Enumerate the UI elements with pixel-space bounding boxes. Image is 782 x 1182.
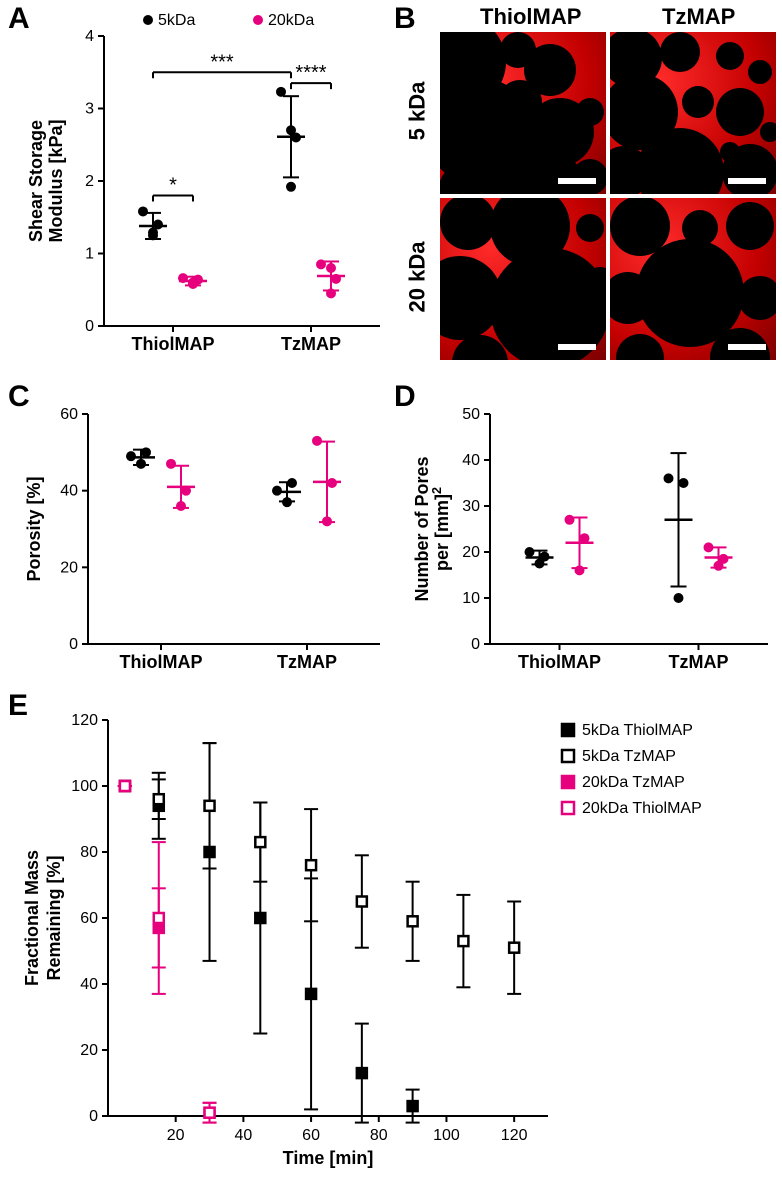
scalebar [558, 178, 596, 184]
svg-text:ThiolMAP: ThiolMAP [132, 334, 215, 354]
svg-text:0: 0 [471, 636, 480, 653]
svg-text:60: 60 [302, 1127, 320, 1144]
svg-text:60: 60 [80, 910, 98, 927]
pore-bubble [726, 202, 774, 250]
svg-text:20: 20 [80, 1042, 98, 1059]
svg-text:5kDa ThiolMAP: 5kDa ThiolMAP [582, 722, 693, 739]
svg-text:TzMAP: TzMAP [669, 652, 729, 672]
svg-text:100: 100 [433, 1127, 460, 1144]
panel-c: 0 20 40 60 Porosity [%] ThiolMAP TzMAP [8, 384, 390, 684]
svg-text:****: **** [295, 62, 326, 84]
svg-text:30: 30 [462, 498, 480, 515]
svg-text:Time [min]: Time [min] [283, 1148, 374, 1168]
svg-text:60: 60 [60, 406, 78, 423]
svg-text:40: 40 [462, 452, 480, 469]
pore-bubble [660, 32, 700, 72]
pore-bubble [720, 142, 740, 162]
svg-text:40: 40 [80, 976, 98, 993]
pore-bubble [748, 60, 772, 84]
svg-text:***: *** [210, 51, 234, 73]
svg-text:Porosity [%]: Porosity [%] [24, 476, 44, 581]
pore-bubble [716, 88, 764, 136]
svg-text:5kDa TzMAP: 5kDa TzMAP [582, 748, 676, 765]
pore-bubble [498, 80, 542, 124]
svg-text:20: 20 [60, 559, 78, 576]
pore-bubble [760, 122, 776, 142]
svg-text:5kDa: 5kDa [158, 12, 195, 29]
svg-text:20kDa TzMAP: 20kDa TzMAP [582, 774, 685, 791]
pore-bubble [576, 214, 604, 242]
svg-text:0: 0 [89, 1108, 98, 1125]
svg-text:2: 2 [85, 173, 94, 190]
svg-text:0: 0 [85, 318, 94, 335]
scalebar [728, 178, 766, 184]
svg-text:20: 20 [167, 1127, 185, 1144]
svg-text:Fractional Mass: Fractional Mass [22, 850, 42, 986]
pore-bubble [572, 159, 606, 194]
svg-text:20: 20 [462, 544, 480, 561]
panel-a: 0 1 2 3 4 Shear StorageModulus [kPa] ThiolMAP T… [8, 6, 390, 366]
scalebar [558, 344, 596, 350]
micrograph-thiolmap-5kda [440, 32, 606, 194]
svg-text:ThiolMAP: ThiolMAP [120, 652, 203, 672]
svg-text:TzMAP: TzMAP [281, 334, 341, 354]
svg-text:10: 10 [462, 590, 480, 607]
svg-text:TzMAP: TzMAP [277, 652, 337, 672]
svg-text:0: 0 [69, 636, 78, 653]
svg-text:ThiolMAP: ThiolMAP [518, 652, 601, 672]
panelB-col1: ThiolMAP [480, 4, 581, 30]
svg-text:50: 50 [462, 406, 480, 423]
svg-text:*: * [169, 175, 177, 197]
svg-text:100: 100 [71, 778, 98, 795]
panel-b: ThiolMAP TzMAP 5 kDa 20 kDa [394, 6, 778, 366]
micrograph-tzmap-5kda [610, 32, 776, 194]
svg-text:3: 3 [85, 101, 94, 118]
svg-text:80: 80 [370, 1127, 388, 1144]
panelB-col2: TzMAP [662, 4, 735, 30]
micrograph-thiolmap-20kda [440, 198, 606, 360]
svg-text:1: 1 [85, 246, 94, 263]
scalebar [728, 344, 766, 350]
svg-text:Shear Storage: Shear Storage [26, 120, 46, 242]
svg-text:80: 80 [80, 844, 98, 861]
svg-text:40: 40 [234, 1127, 252, 1144]
svg-text:120: 120 [501, 1127, 528, 1144]
svg-text:20kDa ThiolMAP: 20kDa ThiolMAP [582, 800, 702, 817]
panelB-row1: 5 kDa [404, 82, 430, 141]
svg-text:Number of Pores: Number of Pores [412, 456, 432, 601]
panel-e: 0 20 40 60 80 100 120 20 40 60 80 100 120 Time [min] F… [8, 690, 778, 1176]
micrograph-tzmap-20kda [610, 198, 776, 360]
pore-bubble [682, 86, 714, 118]
svg-text:40: 40 [60, 483, 78, 500]
svg-text:Remaining [%]: Remaining [%] [44, 855, 64, 980]
pore-bubble [716, 42, 744, 70]
figure: A B C D E 01234Shear StorageModulus [kPa… [0, 0, 782, 1182]
panel-d: 0 10 20 30 40 50 Number of Poresper [mm]2 Thiol… [394, 384, 778, 684]
svg-text:20kDa: 20kDa [268, 12, 314, 29]
pore-bubble [576, 98, 604, 126]
svg-text:per [mm]2: per [mm]2 [430, 487, 452, 571]
svg-text:120: 120 [71, 712, 98, 729]
svg-text:Modulus [kPa]: Modulus [kPa] [46, 119, 66, 242]
svg-text:4: 4 [85, 28, 94, 45]
pore-bubble [738, 276, 776, 320]
panelB-row2: 20 kDa [404, 242, 430, 313]
